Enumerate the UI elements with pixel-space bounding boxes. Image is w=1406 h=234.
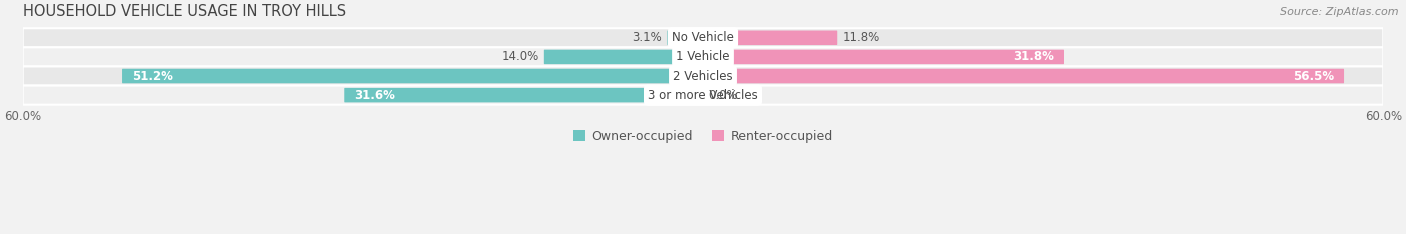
Text: Source: ZipAtlas.com: Source: ZipAtlas.com	[1281, 7, 1399, 17]
Text: 0.0%: 0.0%	[709, 89, 738, 102]
FancyBboxPatch shape	[703, 50, 1064, 64]
FancyBboxPatch shape	[22, 28, 1384, 47]
FancyBboxPatch shape	[703, 69, 1344, 83]
FancyBboxPatch shape	[344, 88, 703, 102]
Text: 1 Vehicle: 1 Vehicle	[676, 50, 730, 63]
FancyBboxPatch shape	[122, 69, 703, 83]
FancyBboxPatch shape	[668, 30, 703, 45]
FancyBboxPatch shape	[22, 86, 1384, 105]
Text: HOUSEHOLD VEHICLE USAGE IN TROY HILLS: HOUSEHOLD VEHICLE USAGE IN TROY HILLS	[22, 4, 346, 19]
Text: No Vehicle: No Vehicle	[672, 31, 734, 44]
FancyBboxPatch shape	[703, 30, 837, 45]
Text: 31.6%: 31.6%	[354, 89, 395, 102]
Text: 3 or more Vehicles: 3 or more Vehicles	[648, 89, 758, 102]
Text: 2 Vehicles: 2 Vehicles	[673, 69, 733, 83]
Text: 31.8%: 31.8%	[1014, 50, 1054, 63]
FancyBboxPatch shape	[22, 47, 1384, 66]
Text: 14.0%: 14.0%	[502, 50, 538, 63]
Text: 51.2%: 51.2%	[132, 69, 173, 83]
Text: 3.1%: 3.1%	[633, 31, 662, 44]
Legend: Owner-occupied, Renter-occupied: Owner-occupied, Renter-occupied	[568, 125, 838, 148]
FancyBboxPatch shape	[22, 66, 1384, 86]
Text: 11.8%: 11.8%	[842, 31, 880, 44]
FancyBboxPatch shape	[544, 50, 703, 64]
Text: 56.5%: 56.5%	[1294, 69, 1334, 83]
